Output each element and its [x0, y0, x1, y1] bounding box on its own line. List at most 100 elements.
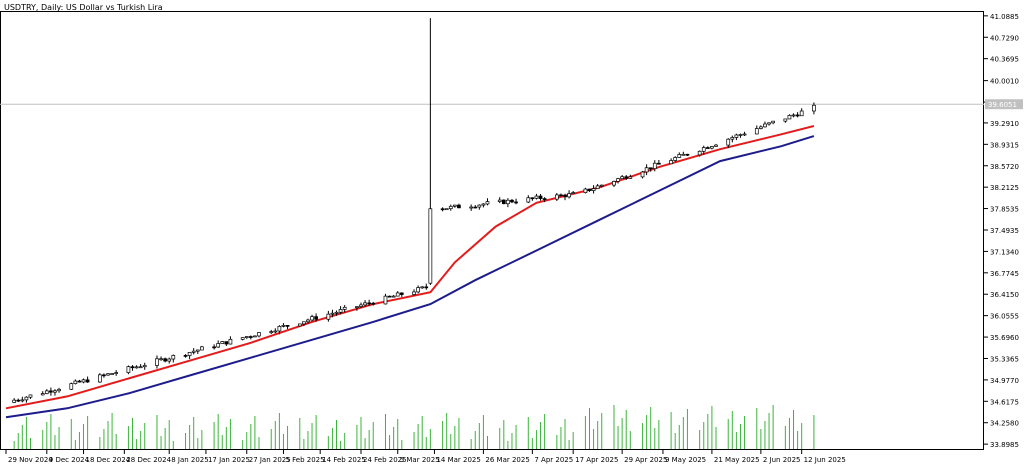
candle-body	[701, 147, 706, 152]
candle-body	[812, 104, 816, 112]
candle-body	[730, 137, 735, 140]
candle-body	[412, 291, 416, 295]
candle-body	[705, 147, 710, 149]
candle-body	[791, 114, 796, 117]
candle-body	[428, 208, 433, 284]
candle-body	[224, 341, 229, 345]
candle-body	[163, 358, 167, 362]
candle-body	[481, 203, 486, 206]
candle-body	[799, 110, 804, 117]
y-tick-label: 36.7745	[990, 270, 1019, 278]
x-tick-label: 29 Nov 2024	[8, 456, 53, 464]
candle-body	[338, 309, 343, 313]
chart-title: USDTRY, Daily: US Dollar vs Turkish Lira	[4, 3, 163, 12]
candle-body	[248, 336, 253, 338]
y-tick-label: 37.8535	[990, 206, 1019, 214]
current-price-label: 39.6051	[988, 101, 1017, 109]
y-tick-label: 35.6960	[990, 334, 1019, 342]
candle-body	[330, 312, 335, 315]
candle-body	[187, 352, 192, 356]
y-tick-label: 40.7290	[990, 34, 1019, 42]
candle-body	[195, 349, 200, 352]
candle-body	[452, 204, 457, 207]
candle-body	[497, 199, 502, 203]
candle-body	[440, 208, 445, 211]
candle-body	[726, 138, 731, 146]
candle-body	[395, 292, 400, 297]
y-tick-label: 35.3365	[990, 355, 1019, 363]
candle-body	[367, 302, 372, 305]
candle-body	[783, 118, 788, 122]
x-tick-label: 12 Jun 2025	[804, 456, 846, 464]
candle-body	[167, 358, 172, 362]
candle-body	[355, 306, 359, 308]
y-tick-label: 34.9770	[990, 377, 1019, 385]
candle-body	[534, 195, 539, 199]
candle-body	[563, 194, 567, 198]
y-tick-label: 36.4150	[990, 291, 1019, 299]
candle-body	[363, 302, 367, 306]
candle-body	[501, 199, 506, 205]
candle-body	[155, 358, 159, 366]
x-tick-label: 5 Mar 2025	[400, 456, 440, 464]
candle-body	[387, 295, 392, 298]
x-tick-label: 29 Apr 2025	[624, 456, 667, 464]
candle-body	[342, 306, 347, 310]
candle-body	[714, 144, 718, 147]
y-tick-label: 37.1340	[990, 248, 1019, 256]
candle-body	[297, 323, 302, 327]
candle-body	[420, 286, 425, 289]
candle-body	[200, 346, 204, 351]
y-tick-label: 38.9315	[990, 141, 1019, 149]
candle-body	[102, 374, 106, 377]
candle-body	[183, 355, 188, 357]
y-tick-label: 36.0555	[990, 313, 1019, 321]
candle-body	[416, 287, 420, 293]
candle-body	[583, 188, 588, 193]
y-tick-label: 34.6175	[990, 398, 1019, 406]
candle-body	[216, 343, 221, 348]
candle-body	[399, 292, 404, 295]
candle-body	[57, 388, 61, 392]
x-tick-label: 2 Jun 2025	[763, 456, 801, 464]
x-tick-label: 17 Apr 2025	[575, 456, 618, 464]
candle-body	[85, 379, 90, 383]
x-tick-label: 18 Dec 2024	[86, 456, 131, 464]
candle-body	[302, 321, 306, 325]
candle-body	[595, 185, 600, 189]
candle-body	[97, 374, 102, 383]
candle-body	[448, 205, 453, 210]
y-tick-label: 40.0010	[990, 78, 1019, 86]
candle-body	[285, 325, 290, 327]
candle-body	[669, 160, 673, 165]
candle-body	[191, 350, 196, 353]
candle-body	[106, 373, 110, 376]
candle-body	[81, 379, 86, 383]
x-tick-label: 7 Apr 2025	[534, 456, 573, 464]
candle-body	[310, 316, 314, 321]
candle-body	[269, 331, 274, 333]
candle-body	[697, 150, 702, 156]
candle-body	[28, 394, 33, 398]
x-tick-label: 9 May 2025	[665, 456, 706, 464]
candle-body	[20, 399, 25, 402]
candle-body	[652, 162, 657, 169]
candle-body	[628, 176, 633, 179]
candle-body	[114, 372, 119, 374]
plot-frame	[0, 11, 984, 450]
candle-body	[787, 115, 792, 120]
candle-body	[142, 365, 147, 368]
candle-body	[742, 133, 747, 136]
candle-body	[444, 208, 449, 211]
candle-body	[228, 338, 233, 345]
candle-body	[383, 295, 388, 305]
candle-body	[759, 126, 763, 129]
candle-body	[110, 373, 114, 375]
candle-body	[506, 199, 510, 205]
candle-body	[677, 154, 682, 158]
y-tick-label: 33.8985	[990, 441, 1019, 449]
candle-body	[555, 194, 559, 200]
candle-body	[530, 197, 535, 200]
candle-body	[767, 122, 771, 125]
